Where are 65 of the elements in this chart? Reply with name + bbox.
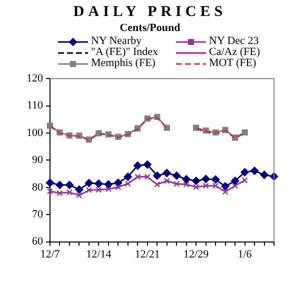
point xyxy=(66,189,73,196)
point xyxy=(84,178,94,188)
point xyxy=(154,181,160,188)
point xyxy=(115,184,122,190)
point xyxy=(65,180,74,190)
legend-label: MOT (FE) xyxy=(209,57,256,69)
y-tick-label: 110 xyxy=(26,100,44,112)
point xyxy=(193,184,200,190)
chart-title: DAILY PRICES xyxy=(72,4,228,22)
point xyxy=(124,180,131,187)
point xyxy=(221,182,230,190)
point xyxy=(182,175,190,184)
point xyxy=(56,190,63,196)
point xyxy=(172,172,181,180)
point xyxy=(232,182,238,189)
point xyxy=(46,178,54,187)
point xyxy=(96,186,102,193)
point xyxy=(105,186,112,192)
point xyxy=(202,174,210,184)
point xyxy=(144,174,150,180)
legend-label: NY Nearby xyxy=(91,35,142,47)
x-tick-label: 12/7 xyxy=(40,248,60,260)
point xyxy=(75,185,84,194)
point xyxy=(212,182,219,189)
point xyxy=(114,178,122,187)
x-tick-label: 1/6 xyxy=(238,248,252,260)
point xyxy=(211,175,220,184)
point xyxy=(164,178,170,184)
point xyxy=(86,187,92,194)
y-tick-label: 70 xyxy=(32,208,44,220)
y-tick-label: 90 xyxy=(32,154,44,166)
point xyxy=(250,166,259,175)
point xyxy=(174,180,180,187)
x-tick-label: 12/14 xyxy=(86,248,112,260)
point xyxy=(260,170,268,179)
point xyxy=(242,177,248,184)
legend-label: Ca/Az (FE) xyxy=(209,46,260,58)
point xyxy=(104,180,113,189)
point xyxy=(56,180,64,190)
point xyxy=(202,182,209,189)
point xyxy=(153,172,162,180)
point xyxy=(192,176,200,185)
point xyxy=(242,129,248,136)
legend-label: "A (FE)" Index xyxy=(91,46,158,58)
point xyxy=(230,176,240,185)
point xyxy=(222,188,228,195)
x-tick-label: 12/21 xyxy=(134,248,160,260)
legend-label: NY Dec 23 xyxy=(209,35,259,47)
point xyxy=(76,192,82,198)
point xyxy=(124,172,132,181)
x-tick-label: 12/29 xyxy=(184,248,210,260)
point xyxy=(162,168,171,178)
legend-label: Memphis (FE) xyxy=(91,57,156,69)
chart-subtitle: Cents/Pound xyxy=(118,22,182,36)
point xyxy=(134,162,142,170)
point xyxy=(183,181,190,188)
y-tick-label: 100 xyxy=(26,126,44,139)
point xyxy=(143,160,152,169)
point xyxy=(46,188,54,194)
point xyxy=(94,179,103,188)
y-tick-label: 60 xyxy=(32,236,44,248)
y-tick-label: 120 xyxy=(26,72,44,84)
point xyxy=(134,174,141,180)
y-tick-label: 80 xyxy=(32,181,44,194)
point xyxy=(240,168,249,176)
